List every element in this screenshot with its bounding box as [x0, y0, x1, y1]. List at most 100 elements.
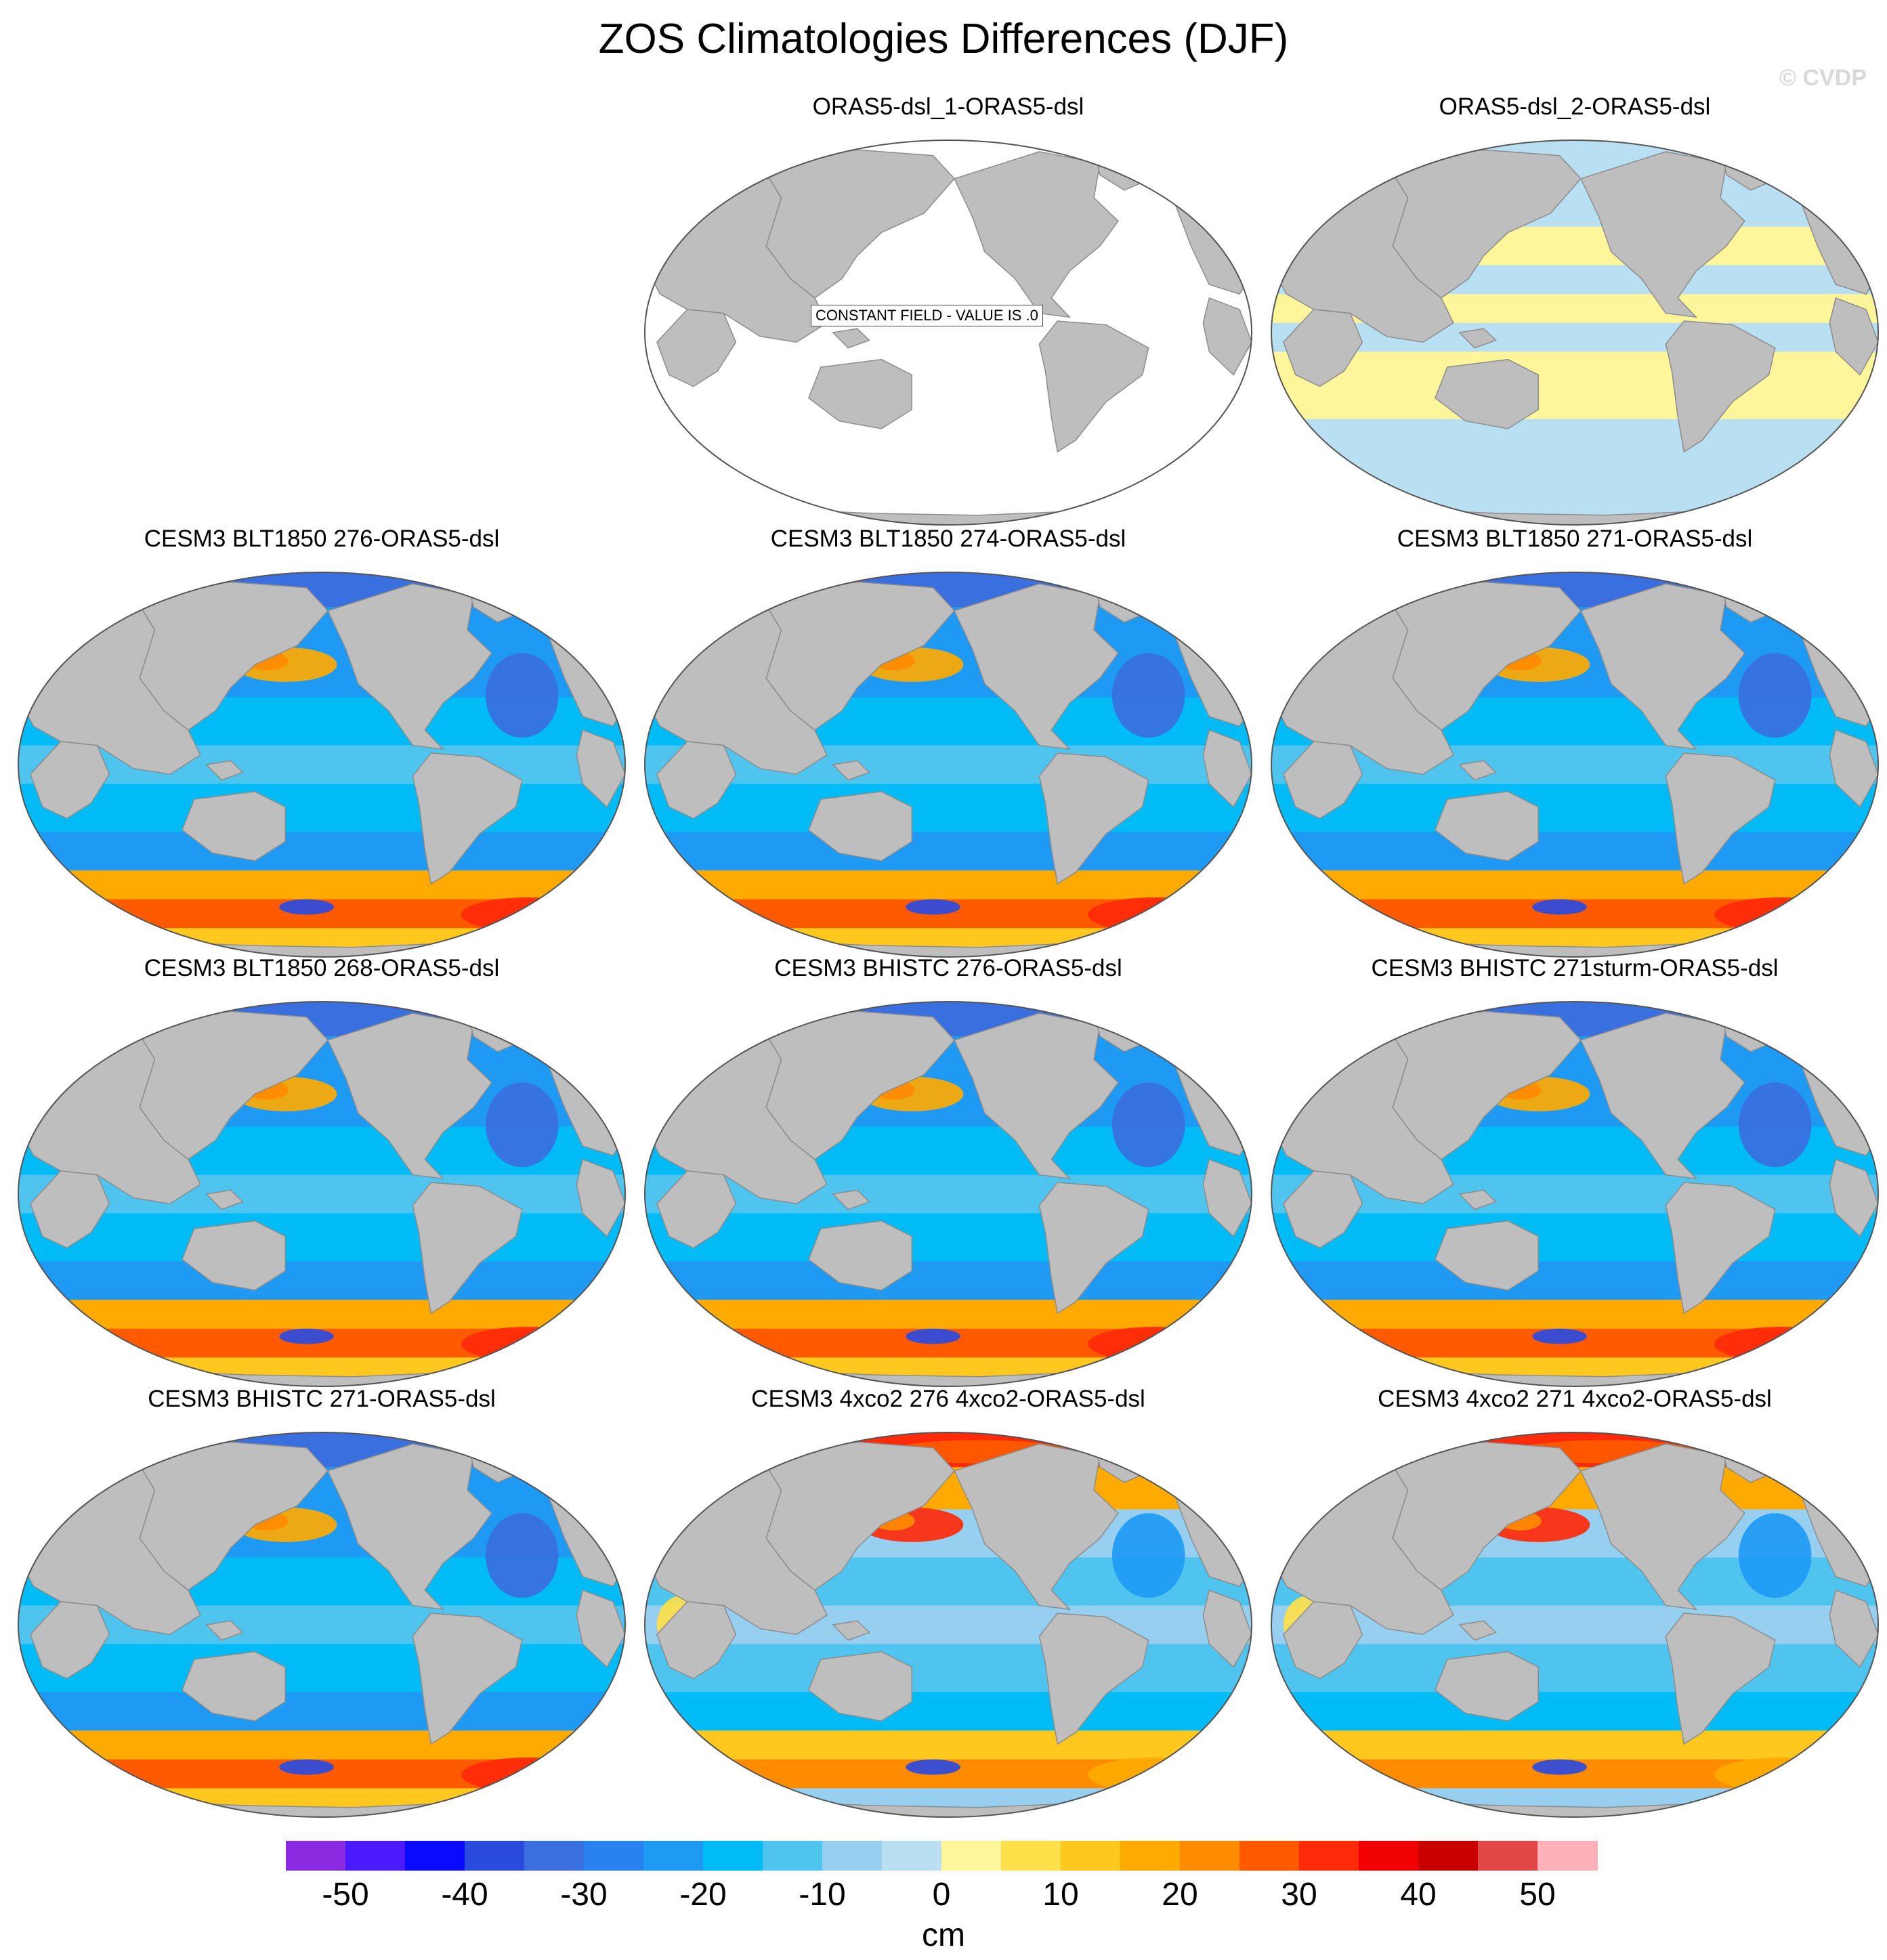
land-australia [181, 1220, 286, 1291]
ocean-field-band [1271, 1730, 1878, 1760]
land-south-america [1665, 1613, 1776, 1745]
ocean-field-band [645, 1644, 1252, 1693]
ocean-field-band [1271, 870, 1878, 900]
land-asia-east [1385, 149, 1582, 299]
panel-title: CESM3 BHISTC 276-ORAS5-dsl [774, 955, 1122, 981]
ocean-field-band [18, 870, 625, 900]
land-africa-east-edge [1829, 1158, 1878, 1237]
land-asia-east [132, 1010, 329, 1160]
atlantic-anomaly [485, 1513, 559, 1598]
ocean-field-band [1271, 1644, 1878, 1693]
map-panel: CESM3 BLT1850 268-ORAS5-dsl [14, 955, 630, 1388]
land-south-america [412, 1182, 523, 1315]
land-africa [656, 309, 737, 387]
colorbar-swatch [1299, 1841, 1359, 1871]
southwest-hotspot [24, 1317, 98, 1348]
land-australia [807, 359, 912, 429]
southern-cold-patch [279, 899, 334, 915]
map-globe [1271, 1432, 1879, 1818]
ocean-field-band [1271, 784, 1878, 833]
southern-ocean-hotspot [461, 1326, 595, 1362]
panel-title: CESM3 BLT1850 276-ORAS5-dsl [144, 526, 500, 552]
ocean-field-band [1271, 1300, 1878, 1329]
southwest-hotspot [24, 1747, 98, 1779]
land-indonesia [832, 760, 870, 781]
southern-cold-patch [906, 1759, 960, 1775]
ocean-field-band [1271, 419, 1878, 468]
colorbar-units: cm [922, 1917, 965, 1953]
colorbar-swatch [1538, 1841, 1598, 1871]
atlantic-anomaly [1738, 1082, 1812, 1168]
map-globe [18, 1001, 626, 1387]
southern-ocean-hotspot [1088, 897, 1222, 933]
colorbar-tick-label: 10 [1042, 1877, 1079, 1913]
map-globe [18, 572, 626, 958]
ocean-field-band [645, 784, 1252, 833]
colorbar-swatch [703, 1841, 763, 1871]
panel-title: CESM3 BLT1850 274-ORAS5-dsl [770, 526, 1126, 552]
map-panel: CESM3 BHISTC 271-ORAS5-dsl [14, 1386, 630, 1819]
ocean-field-band [1271, 572, 1878, 608]
land-asia-east [1385, 581, 1582, 731]
map-globe [18, 1432, 626, 1818]
panel-title: ORAS5-dsl_1-ORAS5-dsl [812, 93, 1084, 120]
atlantic-anomaly [1111, 1513, 1185, 1598]
land-africa [656, 741, 737, 819]
land-africa-east-edge [1202, 297, 1252, 376]
land-asia-east [1385, 1010, 1582, 1160]
colorbar-tick-label: -10 [799, 1877, 846, 1913]
panel-title: CESM3 4xco2 271 4xco2-ORAS5-dsl [1378, 1386, 1772, 1412]
map-panel: CESM3 BHISTC 271sturm-ORAS5-dsl [1267, 955, 1883, 1388]
map-globe [644, 1001, 1252, 1387]
southern-cold-patch [906, 1328, 960, 1344]
map-panel: CESM3 4xco2 276 4xco2-ORAS5-dsl [640, 1386, 1256, 1819]
colorbar-swatch [1001, 1841, 1061, 1871]
land-indonesia [205, 1620, 244, 1641]
ocean-field-band [1271, 832, 1878, 872]
land-africa [656, 1170, 737, 1249]
land-asia-east [1385, 1441, 1582, 1591]
ocean-field-band [18, 1432, 625, 1468]
colorbar-swatch [345, 1841, 406, 1871]
ocean-field-band [1271, 1692, 1878, 1732]
land-africa-east-edge [576, 1589, 625, 1668]
land-indonesia [1458, 1620, 1497, 1641]
map-outline [1271, 1432, 1879, 1818]
land-south-america [412, 752, 523, 885]
map-outline [644, 572, 1252, 958]
colorbar-swatch [822, 1841, 883, 1871]
map-outline [1271, 140, 1879, 526]
land-africa [1283, 741, 1363, 819]
southern-ocean-hotspot [461, 897, 595, 933]
land-asia-east [759, 581, 956, 731]
land-australia [1434, 791, 1539, 861]
colorbar-swatch [1478, 1841, 1538, 1871]
southern-ocean-hotspot [461, 1757, 595, 1793]
southern-ocean-hotspot [1088, 1326, 1222, 1362]
land-australia [807, 1651, 912, 1722]
ocean-field-band [645, 870, 1252, 900]
land-indonesia [832, 1620, 870, 1641]
land-africa-east-edge [1202, 1589, 1252, 1668]
land-africa-east-edge [576, 729, 625, 808]
land-south-america [1665, 752, 1776, 885]
ocean-field-band [645, 572, 1252, 608]
land-africa-east-edge [1829, 729, 1878, 808]
colorbar [286, 1841, 1598, 1871]
ocean-field-band [18, 1300, 625, 1329]
ocean-field-band [1271, 1213, 1878, 1262]
colorbar-swatch [1120, 1841, 1181, 1871]
land-indonesia [205, 760, 244, 781]
ocean-field-band [18, 1002, 625, 1038]
map-panel: CESM3 BLT1850 276-ORAS5-dsl [14, 526, 630, 959]
land-africa [1283, 309, 1363, 387]
map-outline [644, 1001, 1252, 1387]
southern-cold-patch [1532, 1328, 1587, 1344]
land-south-america [412, 1613, 523, 1745]
land-indonesia [1458, 1189, 1497, 1210]
atlantic-anomaly [485, 1082, 559, 1168]
ocean-field-band [645, 832, 1252, 872]
ocean-field-band [645, 1213, 1252, 1262]
land-australia [1434, 1220, 1539, 1291]
land-south-america [1038, 1182, 1149, 1315]
